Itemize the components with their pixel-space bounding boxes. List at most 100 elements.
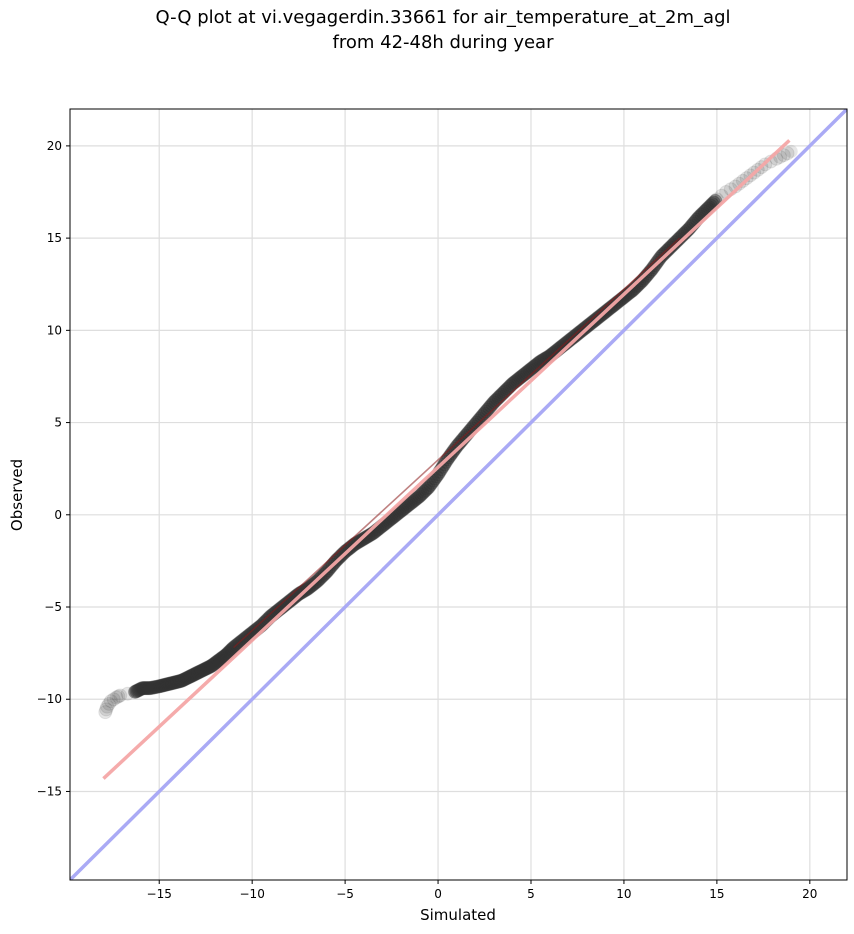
quantile-point bbox=[409, 491, 424, 506]
quantile-point bbox=[412, 489, 427, 504]
quantile-point bbox=[219, 647, 234, 662]
x-axis-label: Simulated bbox=[420, 906, 496, 924]
quantile-point bbox=[530, 357, 545, 372]
quantile-point bbox=[139, 681, 154, 696]
quantile-point bbox=[174, 673, 189, 688]
quantile-point bbox=[217, 648, 232, 663]
quantile-point bbox=[404, 495, 419, 510]
quantile-point bbox=[423, 477, 438, 492]
quantile-point bbox=[201, 660, 216, 675]
chart-title-line-1: Q-Q plot at vi.vegagerdin.33661 for air_… bbox=[155, 7, 731, 28]
quantile-point bbox=[195, 663, 210, 678]
quantile-point bbox=[472, 411, 487, 426]
quantile-point bbox=[212, 652, 227, 667]
quantile-point bbox=[128, 684, 143, 699]
quantile-point bbox=[633, 275, 648, 290]
quantile-point bbox=[654, 249, 669, 264]
quantile-point bbox=[570, 327, 585, 342]
quantile-point bbox=[216, 649, 231, 664]
quantile-point bbox=[784, 144, 798, 158]
y-tick-label: 20 bbox=[47, 139, 62, 153]
quantile-point bbox=[135, 681, 150, 696]
quantile-point bbox=[214, 651, 229, 666]
quantile-point bbox=[403, 496, 418, 511]
quantile-point bbox=[167, 675, 182, 690]
quantile-point bbox=[637, 271, 652, 286]
fit-line-overlap bbox=[233, 237, 681, 649]
quantile-point bbox=[136, 681, 151, 696]
quantile-point bbox=[531, 355, 546, 370]
quantile-point bbox=[163, 676, 178, 691]
quantile-point bbox=[190, 665, 205, 680]
quantile-point bbox=[103, 694, 118, 709]
quantile-point bbox=[165, 675, 180, 690]
quantile-point bbox=[533, 354, 548, 369]
quantile-point bbox=[475, 408, 490, 423]
quantile-point bbox=[424, 475, 439, 490]
quantile-point bbox=[780, 146, 795, 161]
quantile-point bbox=[421, 480, 436, 495]
quantile-point bbox=[420, 481, 435, 496]
y-tick-label: 0 bbox=[54, 508, 62, 522]
quantile-point bbox=[146, 680, 161, 695]
identity-line bbox=[70, 109, 847, 880]
quantile-point bbox=[477, 406, 492, 421]
quantile-point bbox=[152, 679, 167, 694]
quantile-point bbox=[109, 690, 124, 705]
quantile-point bbox=[134, 681, 149, 696]
quantile-point bbox=[178, 671, 193, 686]
quantile-point bbox=[471, 413, 486, 428]
quantile-point bbox=[102, 696, 117, 711]
quantile-point bbox=[410, 490, 425, 505]
quantile-point bbox=[106, 692, 121, 707]
quantile-point bbox=[575, 323, 590, 338]
quantile-point bbox=[189, 666, 204, 681]
quantile-point bbox=[221, 645, 236, 660]
quantile-point bbox=[162, 676, 177, 691]
y-tick-label: 15 bbox=[47, 231, 62, 245]
quantile-point bbox=[113, 688, 128, 703]
quantile-point bbox=[150, 679, 165, 694]
quantile-point bbox=[503, 378, 518, 393]
y-tick-label: 10 bbox=[47, 323, 62, 337]
quantile-point bbox=[154, 678, 169, 693]
quantile-point bbox=[437, 457, 452, 472]
quantile-point bbox=[616, 290, 631, 305]
quantile-point bbox=[183, 669, 198, 684]
quantile-point bbox=[153, 679, 168, 694]
quantile-point bbox=[99, 702, 114, 717]
plot-area bbox=[70, 109, 847, 880]
quantile-point bbox=[137, 681, 152, 696]
quantile-point bbox=[414, 487, 429, 502]
quantile-point bbox=[534, 353, 549, 368]
quantile-point bbox=[732, 176, 747, 191]
quantile-point bbox=[359, 529, 374, 544]
quantile-point bbox=[180, 670, 195, 685]
quantile-point bbox=[418, 483, 433, 498]
y-tick-label: 5 bbox=[54, 416, 62, 430]
quantile-point bbox=[572, 325, 587, 340]
y-tick-label: −10 bbox=[37, 692, 62, 706]
quantile-point bbox=[401, 497, 416, 512]
x-tick-label: −15 bbox=[147, 887, 172, 901]
quantile-point bbox=[449, 439, 464, 454]
quantile-point bbox=[576, 322, 591, 337]
chart-title-line-2: from 42-48h during year bbox=[332, 32, 554, 53]
quantile-point bbox=[211, 653, 226, 668]
quantile-point bbox=[415, 486, 430, 501]
fit-line bbox=[102, 139, 791, 780]
quantile-point bbox=[220, 646, 235, 661]
quantile-point bbox=[191, 665, 206, 680]
quantile-point bbox=[158, 677, 173, 692]
quantile-point bbox=[400, 499, 415, 514]
quantile-point bbox=[142, 681, 157, 696]
quantile-point bbox=[168, 675, 183, 690]
x-tick-label: 0 bbox=[434, 887, 442, 901]
quantile-point bbox=[147, 680, 162, 695]
quantile-point bbox=[448, 441, 463, 456]
quantile-point bbox=[406, 494, 421, 509]
quantile-point bbox=[198, 662, 213, 677]
quantile-point bbox=[479, 404, 494, 419]
quantile-point bbox=[111, 689, 126, 704]
x-tick-label: 5 bbox=[527, 887, 535, 901]
